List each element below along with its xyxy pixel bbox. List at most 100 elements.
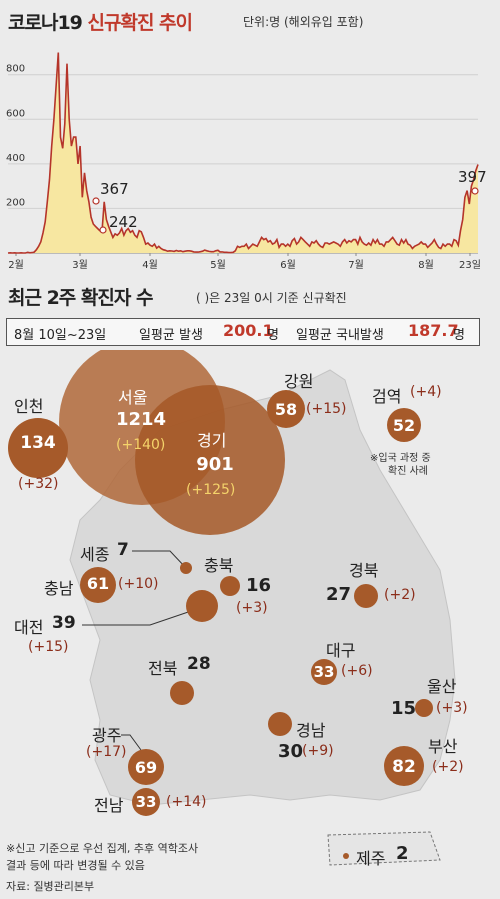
- label-chungnam: 충남: [44, 579, 74, 598]
- delta-chungbuk: (+3): [236, 600, 268, 616]
- daejeon-leader-line: [82, 607, 201, 626]
- bubble-incheon: [8, 418, 68, 478]
- bubble-jeonnam: [132, 788, 160, 816]
- annotation-point: [92, 197, 100, 205]
- delta-busan: (+2): [432, 759, 464, 775]
- bubble-sejong: [180, 562, 192, 574]
- delta-gwangju: (+17): [86, 744, 127, 760]
- value-chungbuk: 16: [246, 575, 272, 596]
- bubble-daegu: [311, 659, 337, 685]
- source-note: 자료: 질병관리본부: [6, 880, 95, 893]
- label-gyeongnam: 경남: [296, 721, 326, 740]
- label-daejeon: 대전: [14, 618, 44, 637]
- sejong-leader-line: [132, 550, 187, 569]
- bubble-busan: [384, 746, 424, 786]
- x-tick-label: 7월: [348, 259, 364, 271]
- delta-daegu: (+6): [341, 663, 373, 679]
- bubble-daejeon: [186, 590, 218, 622]
- quarantine-note-line1: ※입국 과정 중: [370, 453, 431, 464]
- bubble-gangwon: [267, 390, 305, 428]
- label-incheon: 인천: [14, 397, 44, 416]
- label-jeonnam: 전남: [94, 796, 124, 815]
- delta-incheon: (+32): [18, 476, 59, 492]
- delta-daejeon: (+15): [28, 639, 69, 655]
- domestic-unit: 명: [453, 328, 465, 343]
- annotation-label: 397: [458, 168, 487, 186]
- value-busan: 82: [392, 757, 416, 777]
- korea-map: [8, 350, 456, 866]
- title-red: 신규확진 추이: [87, 12, 193, 34]
- label-chungbuk: 충북: [204, 556, 234, 575]
- x-tick-label: 23일: [459, 259, 481, 271]
- domestic-value: 187.7: [408, 321, 459, 340]
- label-gyeonggi: 경기: [197, 431, 227, 450]
- y-tick-label: 200: [6, 197, 25, 208]
- bubble-jeonbuk: [170, 681, 194, 705]
- delta-seoul: (+140): [116, 437, 166, 453]
- value-quarantine: 52: [392, 416, 416, 435]
- label-ulsan: 울산: [427, 677, 457, 696]
- jeju-island-shape: [327, 831, 441, 866]
- title-black: 코로나19: [8, 12, 88, 34]
- y-tick-label: 800: [6, 64, 25, 75]
- avg-label: 일평균 발생: [139, 328, 203, 343]
- footnote-line2: 결과 등에 따라 변경될 수 있음: [6, 859, 145, 872]
- x-tick-label: 3월: [72, 259, 88, 271]
- value-seoul: 1214: [115, 409, 167, 430]
- delta-gyeonggi: (+125): [186, 482, 236, 498]
- value-jeonbuk: 28: [187, 654, 211, 674]
- value-incheon: 134: [20, 433, 56, 453]
- summary-box: 8월 10일~23일 일평균 발생 200.1 명 일평균 국내발생 187.7…: [6, 318, 480, 346]
- bubble-ulsan: [415, 699, 433, 717]
- chart-title: 코로나19 신규확진 추이: [8, 8, 193, 35]
- label-quarantine: 검역: [372, 387, 402, 406]
- value-jeju: 2: [396, 843, 409, 864]
- bubble-gyeongbuk: [354, 584, 378, 608]
- value-gwangju: 69: [134, 758, 158, 777]
- annotation-label: 242: [109, 213, 138, 231]
- x-tick-label: 4월: [142, 259, 158, 271]
- label-gyeongbuk: 경북: [349, 561, 379, 580]
- delta-jeonnam: (+14): [166, 794, 207, 810]
- value-gyeongbuk: 27: [326, 584, 352, 605]
- quarantine-note-line2: 확진 사례: [388, 466, 428, 477]
- bubble-chungnam: [80, 567, 116, 603]
- value-gyeonggi: 901: [196, 454, 234, 475]
- gwangju-leader-line: [121, 734, 142, 751]
- value-jeonnam: 33: [135, 793, 157, 811]
- x-tick-label: 5월: [210, 259, 226, 271]
- value-gangwon: 58: [274, 400, 298, 419]
- bubble-gyeonggi: [135, 385, 285, 535]
- x-tick-label: 8월: [418, 259, 434, 271]
- x-tick-label: 2월: [8, 259, 24, 271]
- label-gwangju: 광주: [92, 726, 122, 745]
- unit-label: 단위:명 (해외유입 포함): [243, 15, 364, 29]
- value-daejeon: 39: [52, 613, 76, 633]
- domestic-label: 일평균 국내발생: [296, 328, 384, 343]
- delta-chungnam: (+10): [118, 576, 159, 592]
- x-tick-label: 6월: [280, 259, 296, 271]
- label-daegu: 대구: [326, 641, 356, 660]
- value-sejong: 7: [117, 540, 129, 560]
- bubble-quarantine: [387, 408, 421, 442]
- trend-area: [8, 52, 478, 253]
- value-ulsan: 15: [391, 698, 417, 719]
- label-sejong: 세종: [80, 545, 110, 564]
- value-gyeongnam: 30: [278, 741, 304, 762]
- y-tick-label: 400: [6, 153, 25, 164]
- footnote-line1: ※신고 기준으로 우선 집계, 추후 역학조사: [6, 842, 199, 855]
- delta-gyeongbuk: (+2): [384, 587, 416, 603]
- label-jeonbuk: 전북: [148, 659, 178, 678]
- trend-line: [7, 52, 479, 254]
- annotation-point: [471, 187, 479, 195]
- avg-unit: 명: [267, 328, 279, 343]
- label-seoul: 서울: [118, 388, 148, 407]
- delta-quarantine: (+4): [410, 384, 442, 400]
- value-daegu: 33: [313, 663, 335, 681]
- delta-gyeongnam: (+9): [302, 743, 334, 759]
- annotation-point: [99, 226, 107, 234]
- bubble-gwangju: [128, 749, 164, 785]
- y-tick-label: 600: [6, 108, 25, 119]
